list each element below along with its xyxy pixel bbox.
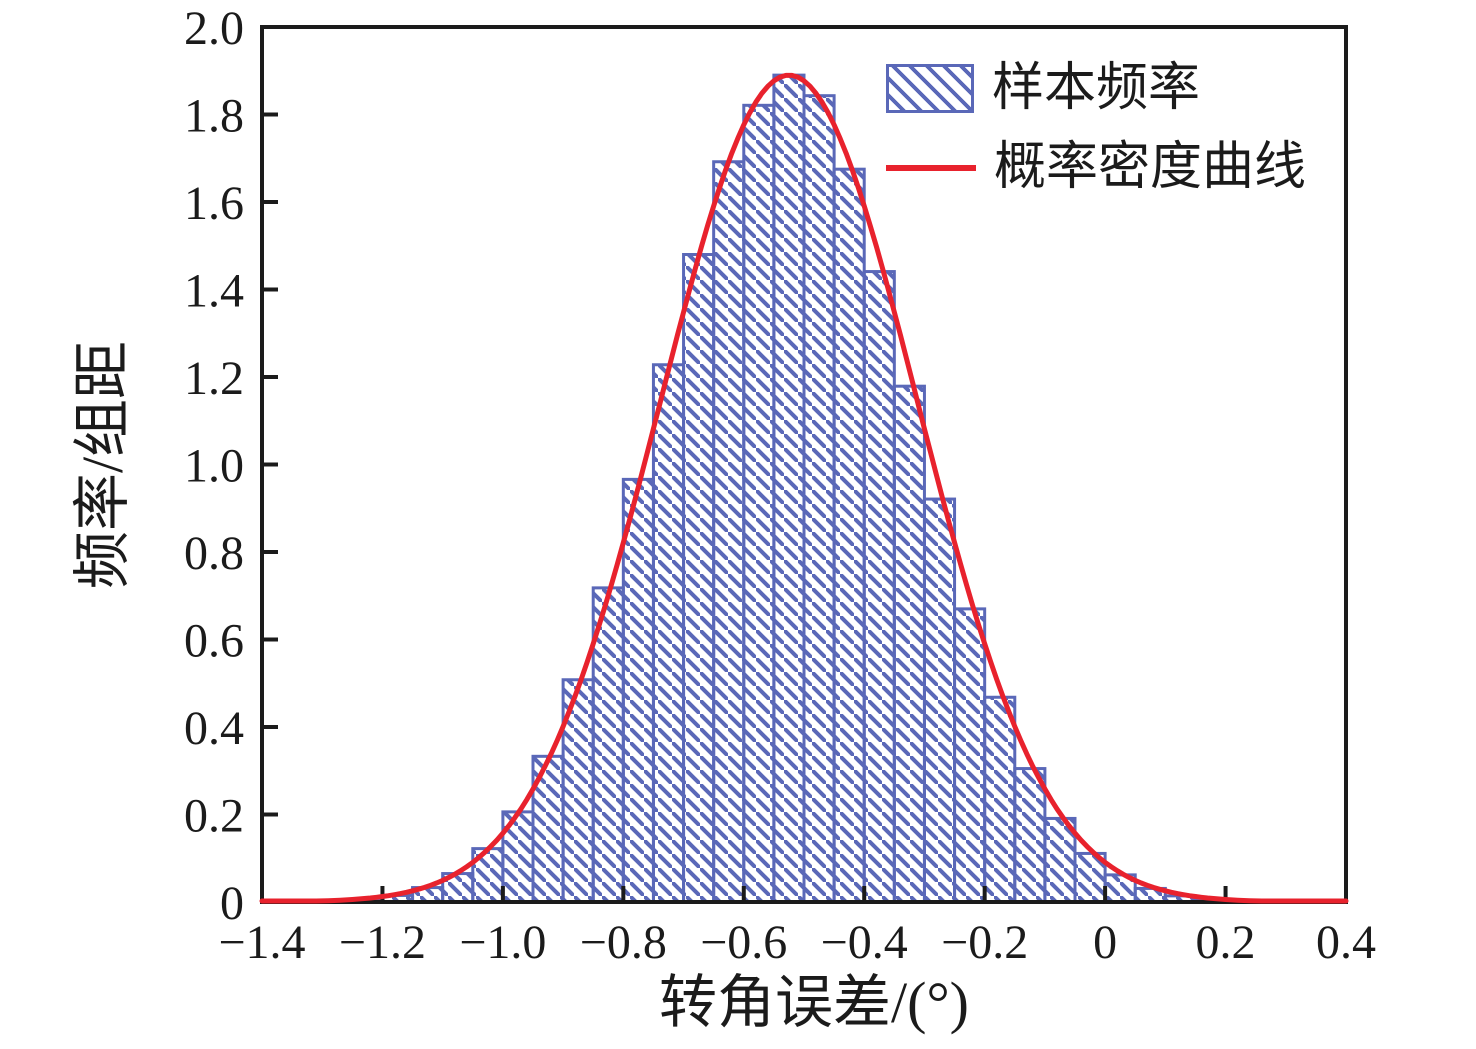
histogram-bar bbox=[712, 160, 746, 904]
x-axis-title: 转角误差/(°) bbox=[659, 970, 969, 1035]
legend-item-sample-frequency: 样本频率 bbox=[886, 60, 1306, 117]
y-tick-label: 1.8 bbox=[184, 90, 244, 143]
y-tick-label: 2.0 bbox=[184, 2, 244, 55]
histogram-bar bbox=[953, 607, 987, 904]
y-tick-label: 1.0 bbox=[184, 440, 244, 493]
red-line-icon bbox=[886, 164, 976, 171]
x-tick-label: −1.0 bbox=[459, 916, 546, 969]
x-tick-label: −0.4 bbox=[821, 916, 908, 969]
x-tick-label: −0.8 bbox=[580, 916, 667, 969]
histogram-bar bbox=[682, 253, 716, 904]
x-tick-label: −0.6 bbox=[700, 916, 787, 969]
x-tick-label: 0.4 bbox=[1316, 916, 1376, 969]
histogram-bar bbox=[862, 270, 896, 904]
histogram-bar bbox=[922, 497, 957, 904]
x-tick-label: −1.2 bbox=[339, 916, 426, 969]
y-axis-title: 频率/组距 bbox=[70, 341, 135, 589]
density-curve bbox=[259, 72, 1349, 904]
histogram-bar bbox=[802, 94, 836, 904]
y-tick-label: 0.8 bbox=[184, 527, 244, 580]
y-tick-label: 0.6 bbox=[184, 615, 244, 668]
hatched-swatch-icon bbox=[886, 64, 974, 114]
x-tick-label: 0 bbox=[1093, 916, 1117, 969]
x-tick-label: −1.4 bbox=[218, 916, 305, 969]
histogram-bar bbox=[742, 103, 776, 904]
histogram-bars bbox=[320, 73, 1288, 904]
x-tick-label: 0.2 bbox=[1196, 916, 1256, 969]
y-tick-label: 0 bbox=[220, 877, 244, 930]
histogram-bar bbox=[651, 363, 686, 904]
axis-ticks bbox=[260, 25, 1348, 904]
y-tick-label: 0.2 bbox=[184, 790, 244, 843]
legend: 样本频率 概率密度曲线 bbox=[886, 60, 1306, 196]
histogram-bar bbox=[832, 167, 866, 904]
legend-label-density-curve: 概率密度曲线 bbox=[994, 139, 1307, 197]
y-tick-label: 1.6 bbox=[184, 177, 244, 230]
histogram-bar bbox=[772, 73, 806, 904]
y-tick-label: 1.2 bbox=[184, 352, 244, 405]
legend-item-density-curve: 概率密度曲线 bbox=[886, 139, 1306, 196]
x-tick-label: −0.2 bbox=[941, 916, 1028, 969]
y-tick-label: 1.4 bbox=[184, 265, 244, 318]
histogram-bar bbox=[1013, 767, 1047, 904]
histogram-bar bbox=[621, 477, 655, 904]
histogram-bar bbox=[892, 384, 926, 904]
legend-label-sample-frequency: 样本频率 bbox=[992, 60, 1201, 117]
y-tick-label: 0.4 bbox=[184, 702, 244, 755]
histogram-bar bbox=[983, 695, 1017, 904]
